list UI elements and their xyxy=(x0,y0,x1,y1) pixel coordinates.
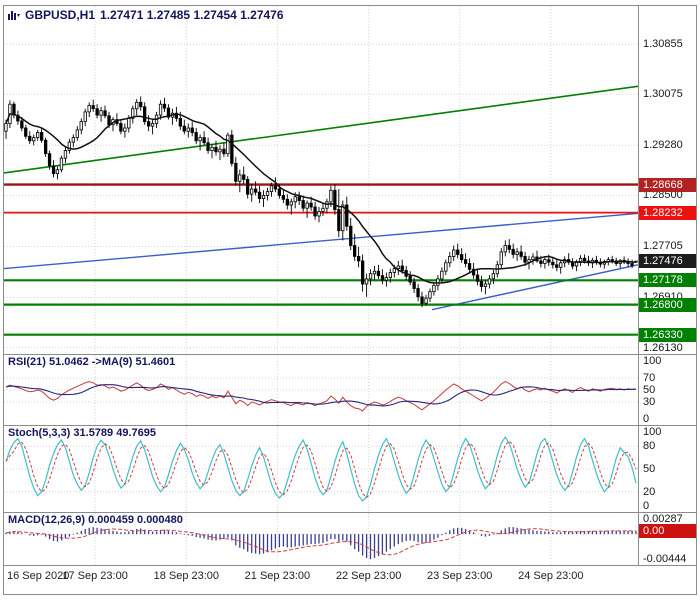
macd-level-label: 0.00287 xyxy=(643,513,683,525)
stoch-plot[interactable]: Stoch(5,3,3) 31.5789 49.7695 xyxy=(4,426,638,512)
rsi-plot[interactable]: RSI(21) 51.0462 ->MA(9) 51.4601 xyxy=(4,355,638,425)
main-plot[interactable]: GBPUSD,H1 1.27471 1.27485 1.27454 1.2747… xyxy=(4,6,638,354)
price-badge: 1.27476 xyxy=(639,254,696,269)
rsi-axis[interactable]: 100 70 50 30 0 xyxy=(638,355,696,425)
stoch-axis[interactable]: 100 80 50 20 0 xyxy=(638,426,696,512)
macd-plot[interactable]: MACD(12,26,9) 0.000459 0.000480 xyxy=(4,513,638,565)
macd-level-label: -0.00444 xyxy=(643,553,687,565)
rsi-panel: RSI(21) 51.0462 ->MA(9) 51.4601 100 70 50 3… xyxy=(4,355,696,426)
time-label: 23 Sep 23:00 xyxy=(426,570,493,582)
price-axis[interactable]: 1.308551.300751.292801.285001.277051.269… xyxy=(638,6,696,354)
price-label: 1.30075 xyxy=(643,88,683,101)
rsi-level-label: 30 xyxy=(643,396,656,408)
stoch-level-label: 100 xyxy=(643,426,662,438)
price-badge: 1.26800 xyxy=(639,297,696,312)
stoch-level-label: 80 xyxy=(643,440,656,453)
chart-window: GBPUSD,H1 1.27471 1.27485 1.27454 1.2747… xyxy=(3,5,697,595)
stoch-level-label: 0 xyxy=(643,500,650,512)
rsi-level-label: 50 xyxy=(643,384,656,396)
rsi-level-label: 0 xyxy=(643,413,650,425)
stoch-panel: Stoch(5,3,3) 31.5789 49.7695 100 80 50 20 0 xyxy=(4,426,696,513)
time-label: 16 Sep 2020 xyxy=(7,570,70,582)
price-label: 1.28500 xyxy=(643,189,683,202)
time-label: 18 Sep 23:00 xyxy=(153,570,220,582)
main-chart-panel: GBPUSD,H1 1.27471 1.27485 1.27454 1.2747… xyxy=(4,6,696,355)
rsi-level-label: 100 xyxy=(643,355,662,367)
time-axis[interactable]: 16 Sep 2020 17 Sep 23:00 18 Sep 23:00 21 Se… xyxy=(4,566,696,594)
macd-value-badge: 0.00 xyxy=(639,524,696,539)
stoch-level-label: 20 xyxy=(643,485,656,498)
stoch-level-label: 50 xyxy=(643,463,656,475)
macd-panel: MACD(12,26,9) 0.000459 0.000480 0.002870… xyxy=(4,513,696,566)
price-label: 1.30855 xyxy=(643,38,683,51)
price-badge: 1.28232 xyxy=(639,205,696,220)
price-badge: 1.27178 xyxy=(639,273,696,288)
time-label: 24 Sep 23:00 xyxy=(518,570,584,582)
price-label: 1.27705 xyxy=(643,240,683,253)
price-label: 1.29280 xyxy=(643,139,683,152)
price-badge: 1.26330 xyxy=(639,327,696,342)
time-label: 22 Sep 23:00 xyxy=(335,570,402,582)
rsi-level-label: 70 xyxy=(643,372,656,384)
time-label: 21 Sep 23:00 xyxy=(244,570,311,582)
price-label: 1.26130 xyxy=(643,341,683,354)
time-label: 17 Sep 23:00 xyxy=(62,570,128,582)
price-badge: 1.28668 xyxy=(639,177,696,192)
